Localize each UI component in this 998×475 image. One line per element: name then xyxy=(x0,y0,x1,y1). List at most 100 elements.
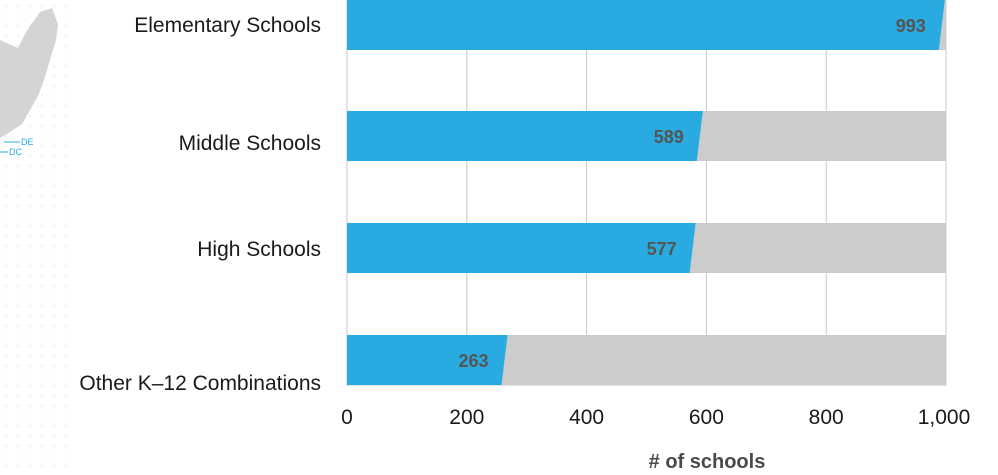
map-dot xyxy=(41,425,43,427)
map-dot xyxy=(65,95,67,97)
map-dot xyxy=(29,185,31,187)
map-dot xyxy=(65,335,67,337)
map-dot xyxy=(53,355,55,357)
map-dot xyxy=(41,5,43,7)
map-dot xyxy=(29,325,31,327)
map-dot xyxy=(65,395,67,397)
map-dot xyxy=(5,405,7,407)
map-dot xyxy=(65,195,67,197)
map-dot xyxy=(53,275,55,277)
map-dot xyxy=(65,35,67,37)
map-dot xyxy=(17,5,19,7)
map-dot xyxy=(53,395,55,397)
map-dot xyxy=(65,425,67,427)
map-dot xyxy=(41,455,43,457)
map-dot xyxy=(41,465,43,467)
map-dot xyxy=(53,135,55,137)
map-dot xyxy=(41,385,43,387)
map-dot xyxy=(65,265,67,267)
map-dot xyxy=(5,235,7,237)
map-dot xyxy=(29,295,31,297)
map-dot xyxy=(5,185,7,187)
map-dot xyxy=(29,155,31,157)
map-dot xyxy=(17,25,19,27)
map-dot xyxy=(5,355,7,357)
map-dot xyxy=(53,265,55,267)
map-dot xyxy=(53,205,55,207)
map-dot xyxy=(65,285,67,287)
map-dot xyxy=(65,105,67,107)
category-label: Other K–12 Combinations xyxy=(79,372,321,395)
map-dot xyxy=(5,175,7,177)
map-dot xyxy=(5,205,7,207)
map-dot xyxy=(41,445,43,447)
bar-value-label: 993 xyxy=(896,16,926,36)
map-dot xyxy=(41,245,43,247)
map-dot xyxy=(29,375,31,377)
map-dot xyxy=(29,455,31,457)
map-dot xyxy=(29,15,31,17)
map-dot xyxy=(17,365,19,367)
map-dot xyxy=(17,205,19,207)
map-dot xyxy=(29,385,31,387)
map-dot xyxy=(5,245,7,247)
map-dot xyxy=(29,365,31,367)
map-dot xyxy=(53,85,55,87)
map-dot xyxy=(5,445,7,447)
map-dot xyxy=(53,255,55,257)
map-dot xyxy=(17,465,19,467)
map-dot xyxy=(5,295,7,297)
x-tick-label: 800 xyxy=(809,406,844,429)
map-dot xyxy=(17,345,19,347)
map-dot xyxy=(53,365,55,367)
map-dot xyxy=(65,305,67,307)
map-dot xyxy=(29,315,31,317)
map-dot xyxy=(29,395,31,397)
x-axis-title: # of schools xyxy=(649,451,766,473)
map-dot xyxy=(17,235,19,237)
map-dot xyxy=(5,5,7,7)
map-dot xyxy=(41,315,43,317)
map-dot xyxy=(5,315,7,317)
map-dot xyxy=(41,225,43,227)
map-dot xyxy=(53,195,55,197)
map-dot xyxy=(41,115,43,117)
category-label: High Schools xyxy=(197,238,321,261)
map-dot xyxy=(65,115,67,117)
map-dot xyxy=(29,285,31,287)
map-dot xyxy=(41,235,43,237)
map-dot xyxy=(41,135,43,137)
map-dot xyxy=(41,145,43,147)
map-dot xyxy=(53,125,55,127)
x-tick-label: 1,000 xyxy=(918,406,971,429)
bar xyxy=(347,111,703,161)
map-dot xyxy=(65,255,67,257)
map-dot xyxy=(29,195,31,197)
map-dot xyxy=(5,305,7,307)
map-dot xyxy=(65,155,67,157)
map-dot xyxy=(65,15,67,17)
map-dot xyxy=(29,415,31,417)
map-dot xyxy=(41,405,43,407)
map-dot xyxy=(41,95,43,97)
plot-frame xyxy=(346,0,947,386)
map-dot xyxy=(65,65,67,67)
map-dot xyxy=(29,305,31,307)
map-dot xyxy=(65,205,67,207)
map-dot xyxy=(65,185,67,187)
map-dot xyxy=(29,445,31,447)
category-labels: Elementary Schools Middle Schools High Sch… xyxy=(79,14,321,395)
map-label-de: DE xyxy=(21,137,34,147)
map-dot xyxy=(41,265,43,267)
map-dot xyxy=(29,265,31,267)
map-fragment: DE DC xyxy=(0,5,67,467)
map-dot xyxy=(17,375,19,377)
map-dot xyxy=(5,225,7,227)
map-dot xyxy=(53,375,55,377)
map-dot xyxy=(29,245,31,247)
map-dot xyxy=(17,265,19,267)
map-dot xyxy=(53,465,55,467)
map-dot xyxy=(65,75,67,77)
map-dot xyxy=(17,255,19,257)
map-dot xyxy=(17,275,19,277)
